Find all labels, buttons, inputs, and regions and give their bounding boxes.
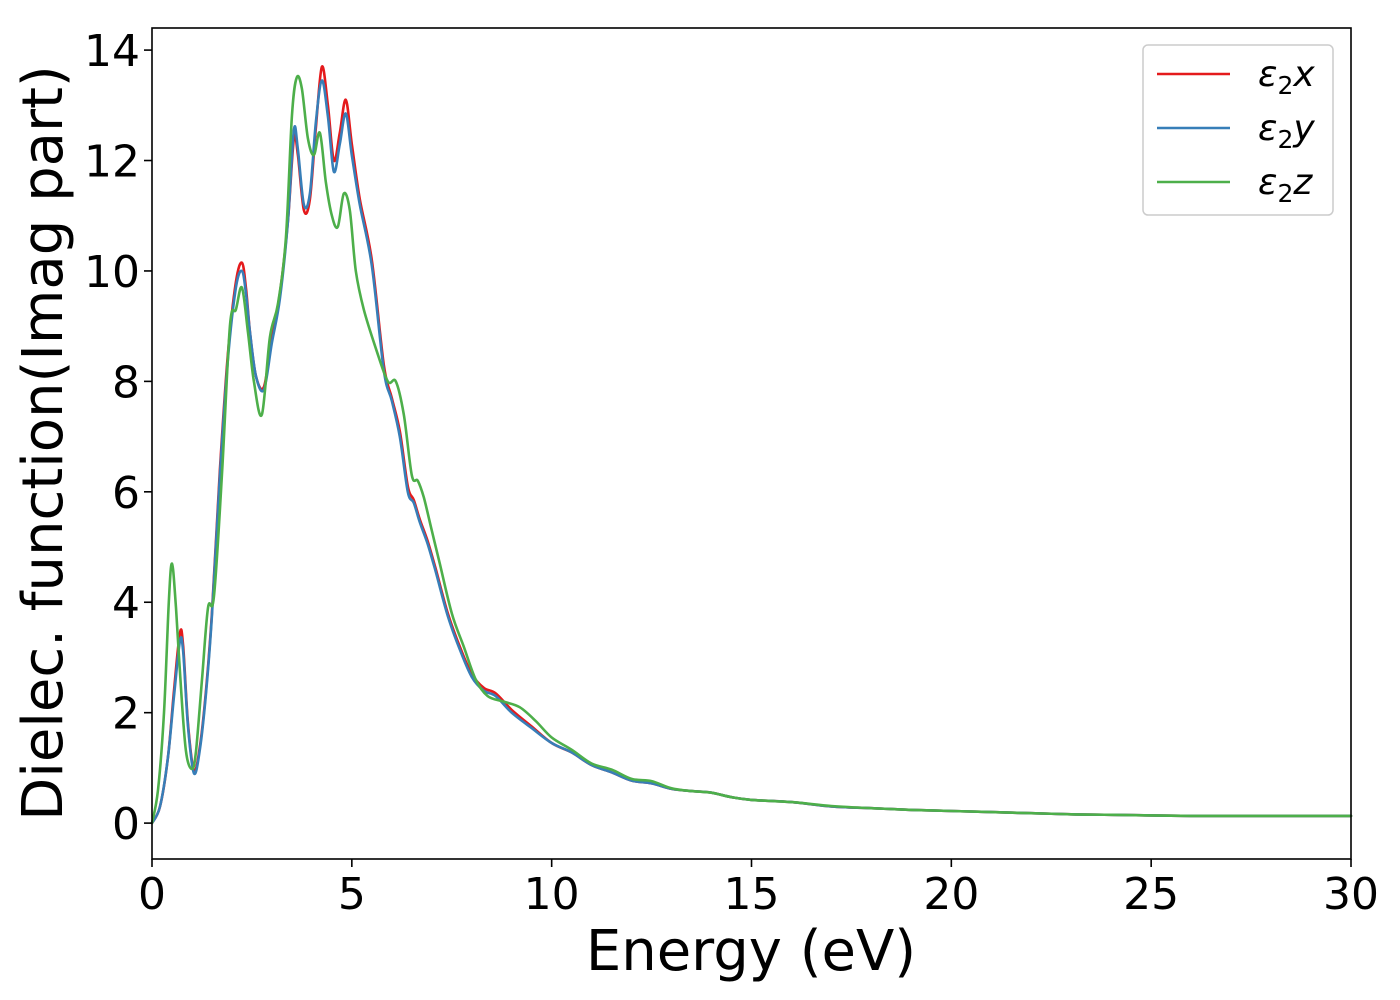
series-line-z bbox=[150, 74, 1353, 825]
y-tick-label: 0 bbox=[112, 799, 140, 850]
y-tick-label: 8 bbox=[112, 357, 140, 408]
x-tick-label: 15 bbox=[724, 869, 780, 920]
x-tick-label: 0 bbox=[138, 869, 166, 920]
legend: ε2x ε2y ε2z bbox=[1142, 44, 1334, 216]
y-tick-label: 12 bbox=[84, 137, 140, 188]
x-tick-label: 10 bbox=[524, 869, 580, 920]
y-axis-title: Dielec. function(Imag part) bbox=[11, 65, 76, 821]
y-axis: 0 2 4 6 8 10 12 14 bbox=[84, 26, 152, 850]
series-layer bbox=[150, 65, 1353, 825]
x-tick-label: 20 bbox=[923, 869, 979, 920]
legend-box bbox=[1142, 44, 1334, 216]
y-tick-label: 10 bbox=[84, 247, 140, 298]
y-tick-label: 6 bbox=[112, 468, 140, 519]
legend-label-y: ε2y bbox=[1258, 108, 1315, 154]
x-tick-label: 5 bbox=[338, 869, 366, 920]
y-tick-label: 2 bbox=[112, 689, 140, 740]
y-tick-label: 14 bbox=[84, 26, 140, 77]
x-axis-title: Energy (eV) bbox=[586, 919, 916, 984]
legend-label-z: ε2z bbox=[1258, 162, 1313, 208]
x-axis: 0 5 10 15 20 25 30 bbox=[138, 859, 1379, 920]
x-tick-label: 30 bbox=[1323, 869, 1379, 920]
legend-label-x: ε2x bbox=[1258, 54, 1315, 100]
x-tick-label: 25 bbox=[1123, 869, 1179, 920]
y-tick-label: 4 bbox=[112, 578, 140, 629]
